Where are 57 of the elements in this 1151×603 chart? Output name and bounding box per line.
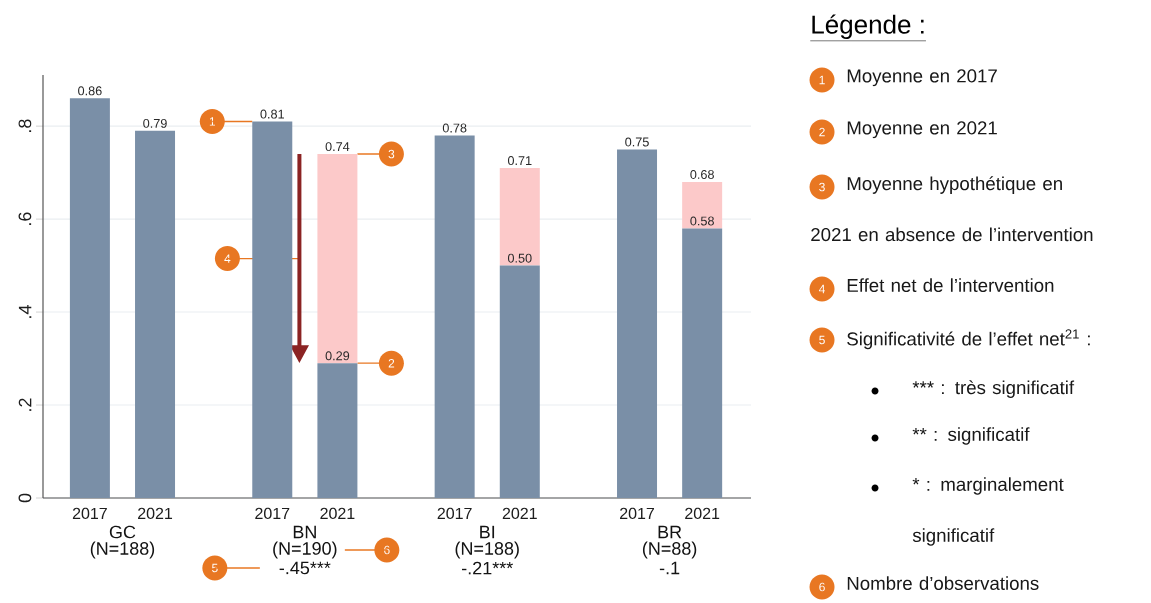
x-tick-label: 2017 [437, 507, 472, 520]
text: -.45*** [279, 561, 331, 575]
text: * : marginalement significatif [912, 477, 1064, 546]
x-tick-label: 2021 [502, 507, 537, 520]
text: 4 [818, 284, 825, 294]
y-tick-label: .4 [18, 305, 32, 318]
text: 2 [819, 127, 825, 137]
text: Effet net de l’intervention [847, 278, 1054, 292]
y-tick-label: .6 [18, 212, 32, 225]
text: BR [658, 525, 682, 539]
total-label: 0.68 [690, 170, 714, 179]
y-tick-label: .2 [18, 398, 32, 411]
annotation: 3 [388, 149, 395, 159]
text: 2021 en absence de l’intervention [811, 227, 1093, 242]
annotation: 2 [388, 359, 395, 368]
x-tick-label: 2021 [320, 507, 355, 520]
data-label: 0.58 [690, 216, 714, 226]
data-label: 0.75 [625, 137, 649, 147]
x-tick-label: 2017 [72, 507, 107, 520]
text: ** : significatif [912, 427, 1030, 445]
text: BI [480, 525, 495, 539]
text: -.1 [659, 561, 680, 575]
text: *** : très significatif [912, 380, 1075, 398]
data-label: 0.50 [507, 253, 532, 263]
text: 6 [384, 545, 390, 555]
text: -.21*** [462, 561, 513, 575]
text: Moyenne hypothétique en [847, 176, 1062, 194]
data-label: 0.79 [143, 118, 167, 128]
text: BN [293, 525, 316, 539]
text: Nombre d’observations [847, 576, 1039, 590]
text: Moyenne en 2017 [847, 69, 997, 87]
x-tick-label: 2021 [138, 507, 173, 520]
data-label: 0.86 [78, 86, 102, 96]
data-label: 0.81 [260, 109, 284, 119]
annotation: 1 [209, 117, 216, 126]
x-tick-label: 2017 [255, 507, 290, 520]
text: Légende : [812, 14, 924, 39]
text: 5 [819, 335, 825, 345]
text: 5 [211, 563, 218, 573]
text: Moyenne en 2021 [847, 121, 997, 139]
x-tick-label: 2021 [685, 507, 720, 520]
text: (N=188) [90, 541, 155, 559]
data-label: 0.29 [325, 351, 350, 361]
text: 1 [819, 75, 825, 85]
text: (N=190) [273, 541, 337, 559]
text: GC [109, 525, 136, 539]
total-label: 0.71 [507, 156, 532, 166]
text: 6 [819, 582, 825, 592]
total-label: 0.74 [325, 142, 350, 152]
text: Significativité de l’effet net$^{21}$ : [847, 329, 1090, 350]
text: (N=188) [455, 541, 519, 559]
y-tick-label: 0 [18, 493, 32, 503]
y-tick-label: .8 [18, 119, 32, 132]
text: 3 [819, 182, 825, 192]
x-tick-label: 2017 [620, 507, 655, 520]
data-label: 0.78 [442, 123, 467, 133]
text: (N=88) [642, 541, 697, 559]
